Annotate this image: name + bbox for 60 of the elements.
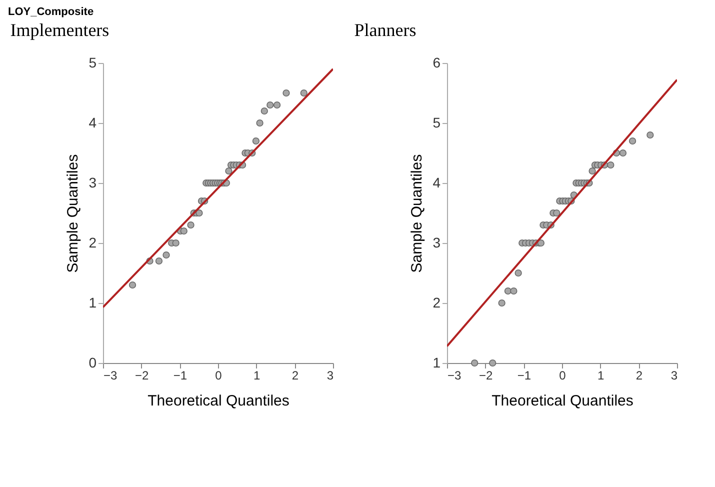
x-tick-label: 3 [326, 368, 334, 382]
point [510, 287, 518, 295]
x-tick-label: 1 [597, 368, 604, 382]
point [172, 239, 180, 247]
point [266, 101, 274, 109]
y-tick-label: 0 [88, 354, 97, 370]
x-tick-label: 0 [559, 368, 566, 382]
point [196, 209, 203, 217]
y-tick-label: 6 [432, 54, 441, 70]
point [155, 257, 163, 265]
x-tick-label: −1 [173, 368, 188, 382]
point [471, 359, 478, 367]
x-tick-label: 2 [636, 368, 643, 382]
point [607, 161, 614, 169]
point [489, 359, 496, 367]
point [273, 101, 281, 109]
x-tick-label: −2 [134, 368, 149, 382]
x-axis-title: Theoretical Quantiles [492, 392, 634, 410]
point [187, 221, 194, 229]
y-tick-label: 4 [432, 174, 441, 190]
point [619, 149, 627, 157]
x-tick-label: 0 [215, 368, 222, 382]
y-tick-label: 2 [432, 294, 441, 310]
x-tick-label: −2 [478, 368, 493, 382]
chart-title: Planners [354, 20, 416, 40]
x-tick-label: 1 [253, 368, 260, 382]
point [282, 89, 290, 97]
point [128, 281, 136, 289]
text: LOY_Composite [7, 5, 95, 20]
y-tick-label: 5 [88, 54, 97, 70]
point [260, 107, 268, 115]
point [504, 287, 512, 295]
x-tick-label: 2 [292, 368, 299, 382]
y-axis-title: Sample Quantiles [64, 154, 82, 273]
point [300, 89, 308, 97]
point [646, 131, 654, 139]
point [588, 167, 596, 175]
point [553, 209, 560, 217]
y-tick-label: 4 [88, 114, 97, 130]
y-tick-label: 5 [432, 114, 441, 130]
y-tick-label: 3 [432, 234, 441, 250]
x-axis-title: Theoretical Quantiles [148, 392, 290, 410]
point [628, 137, 636, 145]
y-tick-label: 2 [88, 234, 97, 250]
point [514, 269, 522, 277]
point [180, 227, 188, 235]
x-tick-label: 3 [670, 368, 678, 382]
y-tick-label: 1 [432, 354, 441, 370]
point [162, 251, 170, 259]
y-tick-label: 1 [88, 294, 97, 310]
x-tick-label: −3 [448, 368, 462, 382]
chart-title: Implementers [10, 20, 110, 40]
point [498, 299, 506, 307]
x-tick-label: −1 [517, 368, 532, 382]
point [252, 137, 260, 145]
point [225, 167, 232, 175]
y-tick-label: 3 [88, 174, 97, 190]
point [256, 119, 264, 127]
x-tick-label: −3 [104, 368, 118, 382]
y-axis-title: Sample Quantiles [408, 154, 426, 273]
